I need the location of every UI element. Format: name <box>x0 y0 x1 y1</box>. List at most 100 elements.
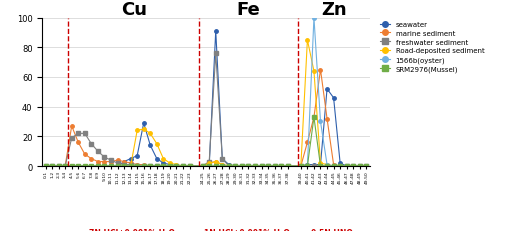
SRM2976(Mussel) <box>337 165 343 168</box>
Road-deposited sediment <box>180 165 186 168</box>
1566b(oyster) <box>278 165 285 168</box>
SRM2976(Mussel) <box>140 165 147 168</box>
SRM2976(Mussel) <box>127 165 134 168</box>
SRM2976(Mussel) <box>298 165 304 168</box>
SRM2976(Mussel) <box>95 165 101 168</box>
1566b(oyster) <box>49 165 55 168</box>
seawater <box>331 97 337 100</box>
1566b(oyster) <box>95 165 101 168</box>
freshwater sediment <box>246 165 252 168</box>
seawater <box>337 162 343 165</box>
seawater <box>186 165 193 168</box>
freshwater sediment <box>213 53 219 55</box>
1566b(oyster) <box>252 165 258 168</box>
1566b(oyster) <box>154 165 160 168</box>
Road-deposited sediment <box>271 165 278 168</box>
Line: SRM2976(Mussel): SRM2976(Mussel) <box>44 116 368 168</box>
marine sediment <box>200 165 206 168</box>
Road-deposited sediment <box>147 132 154 135</box>
seawater <box>232 165 239 168</box>
1566b(oyster) <box>344 165 350 168</box>
Road-deposited sediment <box>363 165 370 168</box>
1566b(oyster) <box>311 17 317 20</box>
freshwater sediment <box>127 164 134 166</box>
1566b(oyster) <box>246 165 252 168</box>
SRM2976(Mussel) <box>252 165 258 168</box>
seawater <box>75 165 81 168</box>
SRM2976(Mussel) <box>62 165 68 168</box>
1566b(oyster) <box>304 165 310 168</box>
seawater <box>147 144 154 147</box>
Road-deposited sediment <box>127 165 134 168</box>
seawater <box>88 165 95 168</box>
seawater <box>356 165 363 168</box>
freshwater sediment <box>75 132 81 135</box>
seawater <box>127 158 134 160</box>
seawater <box>140 122 147 125</box>
SRM2976(Mussel) <box>101 165 108 168</box>
Road-deposited sediment <box>62 165 68 168</box>
Road-deposited sediment <box>186 165 193 168</box>
Text: Cu: Cu <box>121 0 147 18</box>
SRM2976(Mussel) <box>173 165 180 168</box>
freshwater sediment <box>232 165 239 168</box>
1566b(oyster) <box>121 165 127 168</box>
marine sediment <box>167 165 173 168</box>
marine sediment <box>225 165 232 168</box>
seawater <box>278 165 285 168</box>
marine sediment <box>337 165 343 168</box>
1566b(oyster) <box>239 165 245 168</box>
seawater <box>213 30 219 33</box>
1566b(oyster) <box>317 121 324 123</box>
marine sediment <box>206 162 212 165</box>
freshwater sediment <box>324 165 330 168</box>
freshwater sediment <box>363 165 370 168</box>
marine sediment <box>160 165 166 168</box>
Road-deposited sediment <box>317 162 324 165</box>
Road-deposited sediment <box>265 165 271 168</box>
SRM2976(Mussel) <box>154 165 160 168</box>
Road-deposited sediment <box>285 165 291 168</box>
seawater <box>69 165 75 168</box>
marine sediment <box>55 165 62 168</box>
SRM2976(Mussel) <box>88 165 95 168</box>
1566b(oyster) <box>134 165 140 168</box>
freshwater sediment <box>311 165 317 168</box>
seawater <box>311 164 317 166</box>
freshwater sediment <box>285 165 291 168</box>
Text: 0.5N HNO₃: 0.5N HNO₃ <box>311 228 356 231</box>
seawater <box>219 158 225 160</box>
1566b(oyster) <box>271 165 278 168</box>
Road-deposited sediment <box>258 165 265 168</box>
seawater <box>239 165 245 168</box>
Road-deposited sediment <box>219 164 225 166</box>
seawater <box>200 165 206 168</box>
SRM2976(Mussel) <box>134 165 140 168</box>
1566b(oyster) <box>258 165 265 168</box>
SRM2976(Mussel) <box>186 165 193 168</box>
Road-deposited sediment <box>356 165 363 168</box>
1566b(oyster) <box>225 165 232 168</box>
1566b(oyster) <box>186 165 193 168</box>
1566b(oyster) <box>363 165 370 168</box>
marine sediment <box>173 165 180 168</box>
seawater <box>42 165 49 168</box>
seawater <box>206 165 212 168</box>
1566b(oyster) <box>140 165 147 168</box>
marine sediment <box>108 161 114 163</box>
SRM2976(Mussel) <box>147 165 154 168</box>
SRM2976(Mussel) <box>285 165 291 168</box>
Road-deposited sediment <box>337 165 343 168</box>
freshwater sediment <box>186 165 193 168</box>
SRM2976(Mussel) <box>75 165 81 168</box>
Road-deposited sediment <box>140 128 147 131</box>
SRM2976(Mussel) <box>55 165 62 168</box>
1566b(oyster) <box>331 165 337 168</box>
freshwater sediment <box>147 165 154 168</box>
freshwater sediment <box>115 162 121 165</box>
freshwater sediment <box>42 165 49 168</box>
Road-deposited sediment <box>232 165 239 168</box>
seawater <box>298 165 304 168</box>
freshwater sediment <box>180 165 186 168</box>
Road-deposited sediment <box>134 129 140 132</box>
